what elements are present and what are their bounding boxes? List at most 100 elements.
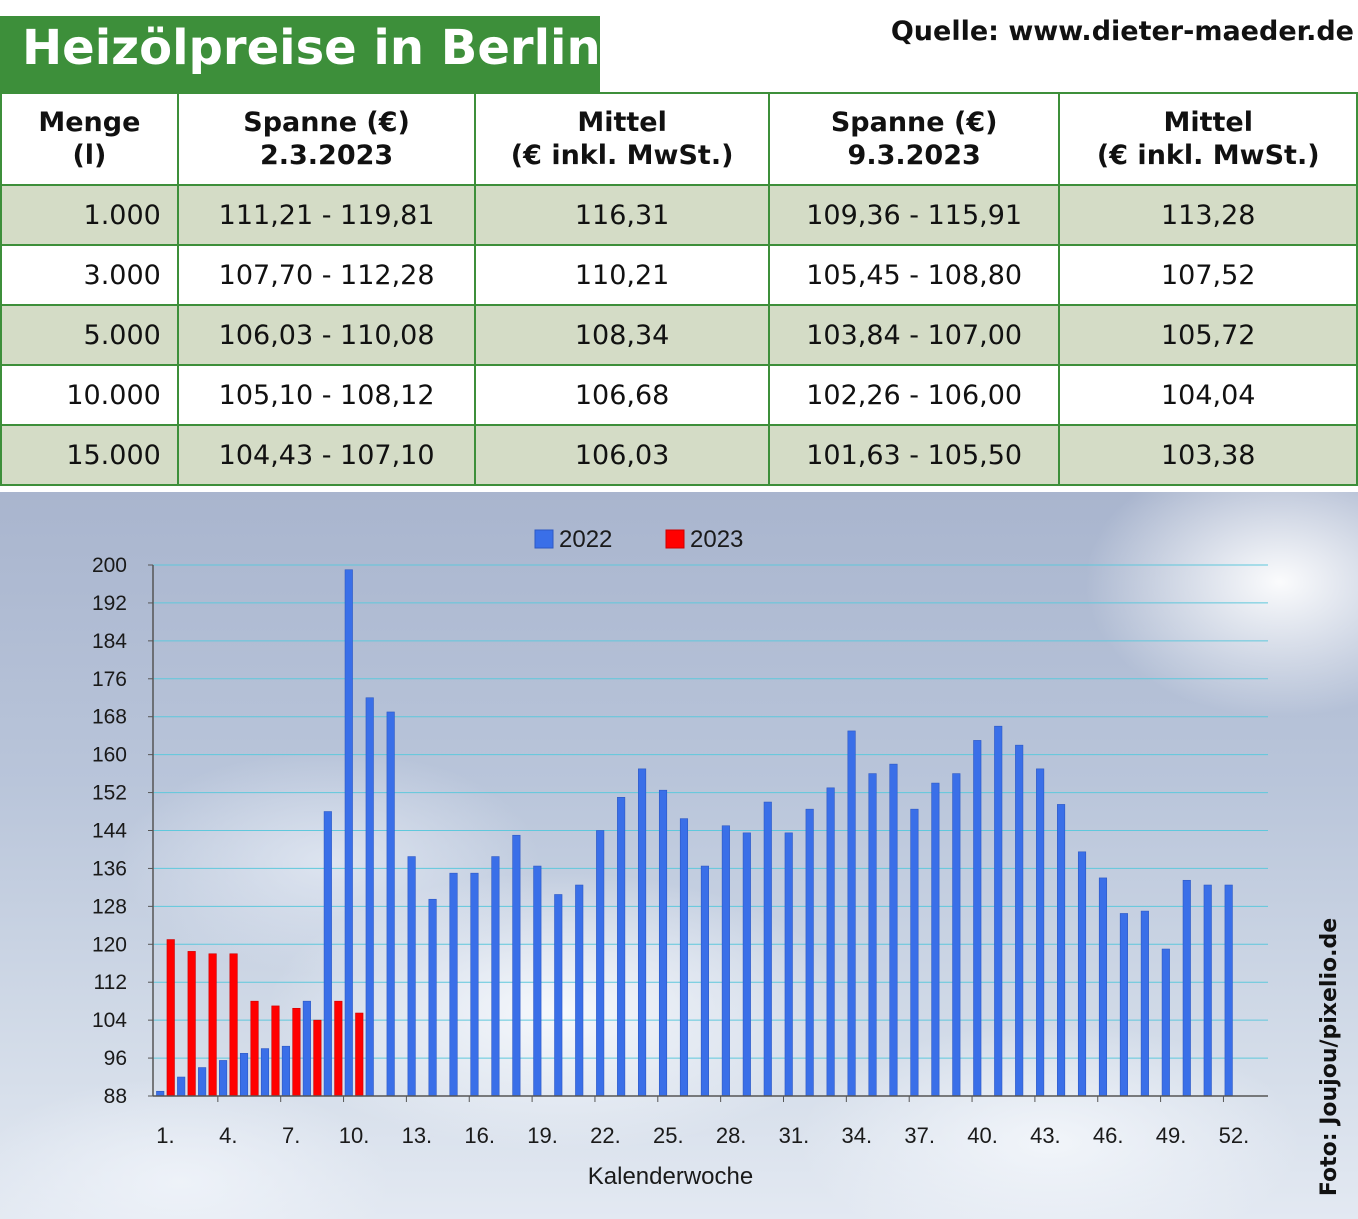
bar-2022-week-6 bbox=[260, 1048, 270, 1097]
bar-2022-week-26 bbox=[679, 818, 689, 1097]
legend-label-2022: 2022 bbox=[559, 526, 612, 553]
cell-spanne-1: 107,70 - 112,28 bbox=[176, 244, 477, 306]
bar-2022-week-5 bbox=[239, 1053, 249, 1097]
bar-2022-week-16 bbox=[470, 872, 479, 1097]
y-tick-label: 200 bbox=[92, 554, 127, 577]
cell-menge: 15.000 bbox=[0, 424, 179, 486]
cell-mittel-2: 103,38 bbox=[1058, 424, 1358, 486]
bar-2022-week-25 bbox=[658, 789, 668, 1097]
y-tick-label: 112 bbox=[94, 971, 127, 994]
bar-2022-week-50 bbox=[1182, 879, 1191, 1097]
bar-2022-week-8 bbox=[302, 1000, 311, 1097]
grid-lines bbox=[153, 564, 1268, 1059]
bar-2022-week-41 bbox=[994, 725, 1003, 1097]
header-mittel-2: Mittel (€ inkl. MwSt.) bbox=[1058, 92, 1358, 186]
bar-2023-week-8 bbox=[313, 1019, 322, 1097]
bar-2023-week-2 bbox=[187, 951, 196, 1097]
bar-2022-week-13 bbox=[407, 856, 416, 1097]
legend-swatch-2022 bbox=[534, 529, 554, 549]
header-mittel-1: Mittel (€ inkl. MwSt.) bbox=[474, 92, 770, 186]
bar-2022-week-49 bbox=[1161, 948, 1170, 1097]
cell-spanne-1: 104,43 - 107,10 bbox=[176, 424, 477, 486]
cell-mittel-1: 116,31 bbox=[474, 184, 770, 246]
bar-2022-week-31 bbox=[784, 832, 793, 1097]
x-axis-label: Kalenderwoche bbox=[588, 1163, 753, 1190]
bar-2022-week-3 bbox=[198, 1067, 207, 1097]
bar-2023-week-9 bbox=[334, 1000, 343, 1097]
bar-2022-week-18 bbox=[512, 834, 521, 1097]
cell-spanne-1: 106,03 - 110,08 bbox=[176, 304, 477, 366]
bar-2022-week-44 bbox=[1057, 804, 1066, 1097]
x-tick-label: 46. bbox=[1093, 1123, 1124, 1148]
y-tick-label: 128 bbox=[92, 895, 127, 918]
table-row: 15.000 104,43 - 107,10 106,03 101,63 - 1… bbox=[0, 424, 1358, 486]
x-tick-label: 7. bbox=[282, 1123, 300, 1148]
bar-2023-week-3 bbox=[208, 953, 217, 1097]
cell-menge: 1.000 bbox=[0, 184, 179, 246]
x-tick-label: 25. bbox=[653, 1123, 684, 1148]
bar-2022-week-11 bbox=[365, 697, 374, 1097]
cell-mittel-2: 105,72 bbox=[1058, 304, 1358, 366]
cell-spanne-2: 101,63 - 105,50 bbox=[767, 424, 1061, 486]
cell-spanne-2: 103,84 - 107,00 bbox=[767, 304, 1061, 366]
cell-mittel-1: 106,68 bbox=[474, 364, 770, 426]
bar-2022-week-42 bbox=[1015, 744, 1024, 1097]
photo-credit: Foto: Joujou/pixelio.de bbox=[1317, 918, 1342, 1196]
header-spanne-1: Spanne (€) 2.3.2023 bbox=[176, 92, 477, 186]
y-tick-label: 88 bbox=[104, 1085, 127, 1108]
bar-2022-week-14 bbox=[428, 898, 437, 1097]
bar-2022-week-33 bbox=[826, 787, 835, 1097]
bar-2022-week-39 bbox=[952, 773, 961, 1097]
x-tick-label: 10. bbox=[339, 1123, 370, 1148]
bar-2022-week-35 bbox=[868, 773, 877, 1097]
y-tick-label: 176 bbox=[92, 668, 127, 691]
bar-2022-week-22 bbox=[596, 830, 605, 1097]
bar-2023-week-10 bbox=[355, 1012, 364, 1097]
x-tick-label: 13. bbox=[402, 1123, 433, 1148]
cell-mittel-1: 110,21 bbox=[474, 244, 770, 306]
x-tick-label: 31. bbox=[779, 1123, 810, 1148]
y-tick-label: 96 bbox=[104, 1047, 127, 1070]
bar-2022-week-47 bbox=[1119, 913, 1128, 1097]
cell-spanne-2: 109,36 - 115,91 bbox=[767, 184, 1061, 246]
header-menge: Menge (l) bbox=[0, 92, 179, 186]
y-tick-label: 136 bbox=[92, 857, 127, 880]
legend-label-2023: 2023 bbox=[690, 526, 743, 553]
y-tick-label: 152 bbox=[92, 782, 127, 805]
x-tick-label: 16. bbox=[464, 1123, 495, 1148]
legend-swatch-2023 bbox=[665, 529, 685, 549]
bar-2022-week-21 bbox=[575, 884, 584, 1097]
bar-2023-week-1 bbox=[166, 939, 175, 1097]
y-tick-label: 144 bbox=[92, 820, 127, 843]
cell-mittel-2: 107,52 bbox=[1058, 244, 1358, 306]
table-row: 5.000 106,03 - 110,08 108,34 103,84 - 10… bbox=[0, 304, 1358, 366]
chart-area: 88 96 104 112 120 128 136 144 152 160 168 176 184 192… bbox=[0, 492, 1358, 1219]
bar-2022-week-36 bbox=[889, 763, 898, 1097]
cell-menge: 3.000 bbox=[0, 244, 179, 306]
bar-2022-week-40 bbox=[973, 740, 982, 1097]
cell-spanne-2: 102,26 - 106,00 bbox=[767, 364, 1061, 426]
y-tick-label: 104 bbox=[92, 1009, 127, 1032]
bar-2022-week-29 bbox=[742, 832, 751, 1097]
bar-2022-week-20 bbox=[554, 894, 563, 1097]
cell-menge: 5.000 bbox=[0, 304, 179, 366]
bar-chart: 88 96 104 112 120 128 136 144 152 160 168 176 184 192… bbox=[92, 526, 1342, 1196]
bar-2022-week-48 bbox=[1140, 910, 1149, 1097]
x-tick-label: 52. bbox=[1219, 1123, 1250, 1148]
cell-spanne-2: 105,45 - 108,80 bbox=[767, 244, 1061, 306]
header-spanne-2: Spanne (€) 9.3.2023 bbox=[767, 92, 1061, 186]
table-row: 10.000 105,10 - 108,12 106,68 102,26 - 1… bbox=[0, 364, 1358, 426]
bar-2022-week-2 bbox=[177, 1076, 186, 1097]
table-row: 3.000 107,70 - 112,28 110,21 105,45 - 10… bbox=[0, 244, 1358, 306]
bar-2022-week-10 bbox=[344, 569, 353, 1097]
x-tick-label: 49. bbox=[1156, 1123, 1187, 1148]
x-tick-label: 22. bbox=[590, 1123, 621, 1148]
bar-2023-week-7 bbox=[292, 1007, 301, 1097]
bar-2022-week-34 bbox=[847, 730, 856, 1097]
bar-2022-week-19 bbox=[533, 865, 542, 1097]
cell-spanne-1: 111,21 - 119,81 bbox=[176, 184, 477, 246]
cell-mittel-2: 104,04 bbox=[1058, 364, 1358, 426]
bar-2022-week-32 bbox=[805, 808, 814, 1097]
bar-2022-week-45 bbox=[1077, 851, 1087, 1097]
bar-2022-week-15 bbox=[449, 872, 458, 1097]
